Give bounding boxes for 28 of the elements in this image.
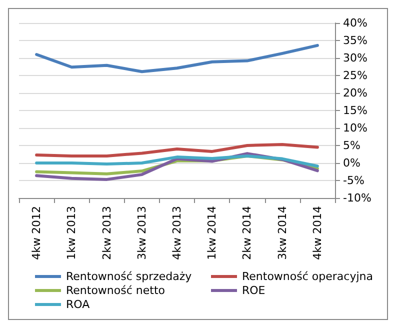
x-tick-label: 4kw 2013 [170,206,184,260]
x-tick-label: 2kw 2013 [100,206,114,260]
y-tick-label: 0% [343,156,360,170]
x-tick-label: 2kw 2014 [240,206,254,260]
y-tick-label: 5% [343,139,360,152]
legend-label: Rentowność netto [66,284,166,297]
x-tick-label: 3kw 2013 [135,206,148,260]
line-series [35,154,319,168]
legend-label: ROE [242,284,266,297]
y-tick-label: -10% [343,192,372,204]
x-tick-label: 1kw 2013 [65,206,78,260]
y-tick-label: 15% [343,104,368,117]
line-series [35,44,319,74]
line-series [35,142,319,158]
legend-label: Rentowność sprzedaży [66,270,192,283]
y-tick-label: 30% [343,52,368,64]
y-tick-label: 20% [343,86,368,100]
x-tick-label: 4kw 2012 [30,206,44,260]
y-tick-label: 40% [343,16,368,30]
x-tick-label: 3kw 2014 [276,206,289,260]
y-tick-label: 35% [343,34,368,47]
legend-label: Rentowność operacyjna [242,270,373,283]
x-tick-label: 1kw 2014 [206,206,219,260]
y-tick-label: 25% [343,69,368,82]
y-tick-label: 10% [343,122,368,134]
x-tick-label: 4kw 2014 [310,206,324,260]
legend-label: ROA [66,298,90,311]
y-tick-label: -5% [343,174,364,187]
